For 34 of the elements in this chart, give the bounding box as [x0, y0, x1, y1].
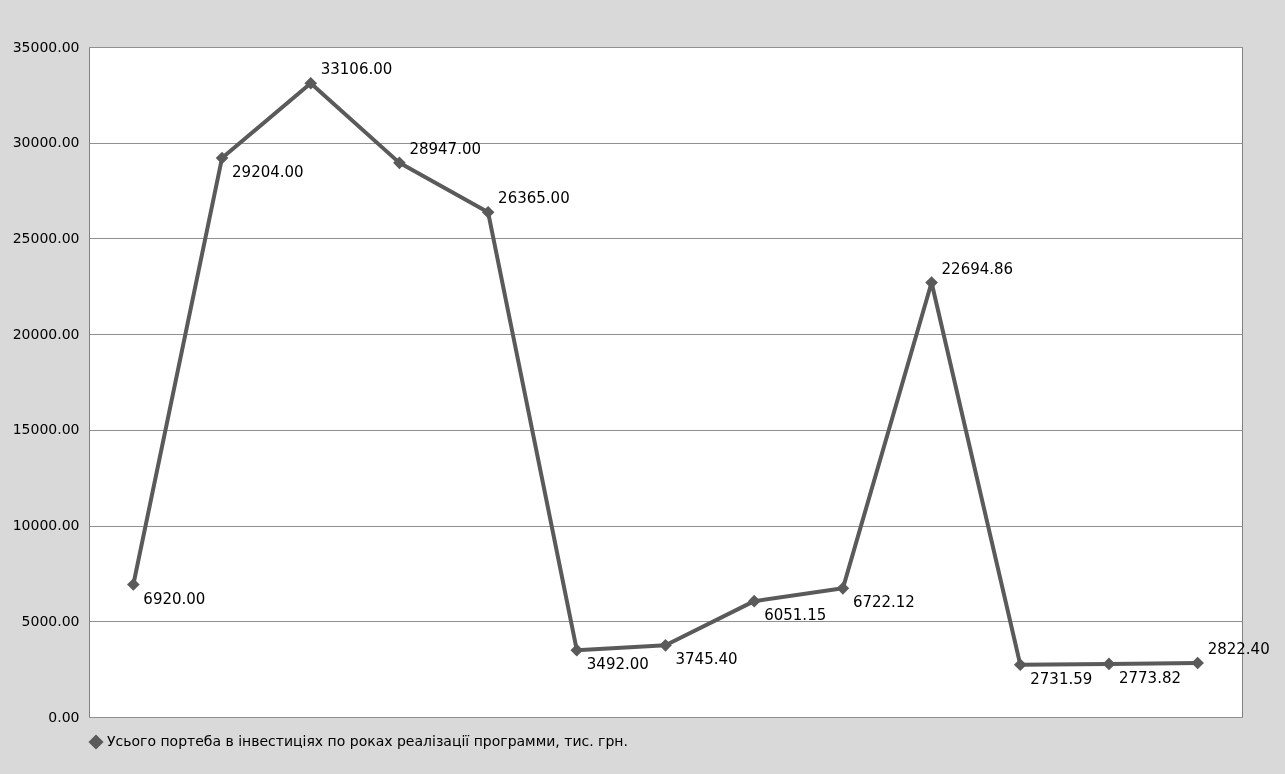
- data-label: 2822.40: [1207, 639, 1270, 658]
- y-tick-label: 5000.00: [21, 612, 80, 629]
- point: [393, 156, 406, 170]
- point: [747, 594, 761, 608]
- legend-label: Усього портеба в інвестиціях по роках реалізації программи, тис. грн.: [107, 733, 628, 749]
- y-tick-label: 15000.00: [12, 421, 80, 438]
- data-label: 22694.86: [941, 259, 1014, 278]
- data-label: 3745.40: [675, 650, 738, 669]
- point: [1191, 656, 1204, 670]
- point: [481, 205, 495, 219]
- point: [215, 151, 229, 165]
- data-label: 26365.00: [498, 189, 570, 208]
- point: [570, 643, 584, 657]
- point: [659, 638, 672, 652]
- y-tick-label: 10000.00: [12, 517, 80, 534]
- y-tick-label: 30000.00: [12, 134, 80, 151]
- data-label: 6051.15: [764, 606, 827, 625]
- data-label: 3492.00: [586, 655, 649, 674]
- data-label: 6920.00: [143, 589, 206, 608]
- y-tick-label: 20000.00: [12, 325, 80, 342]
- data-label: 6722.12: [852, 593, 915, 612]
- point: [304, 76, 318, 90]
- point: [1013, 658, 1027, 672]
- point: [127, 578, 140, 591]
- y-tick-label: 35000.00: [12, 38, 80, 55]
- y-tick-label: 25000.00: [12, 229, 80, 246]
- data-label: 2773.82: [1118, 668, 1181, 687]
- point: [836, 581, 850, 595]
- point: [1102, 657, 1116, 671]
- y-tick-label: 0.00: [48, 708, 80, 725]
- data-label: 33106.00: [320, 60, 393, 79]
- data-label: 2731.59: [1030, 669, 1093, 688]
- data-label: 29204.00: [232, 162, 304, 181]
- data-label: 28947.00: [409, 139, 481, 158]
